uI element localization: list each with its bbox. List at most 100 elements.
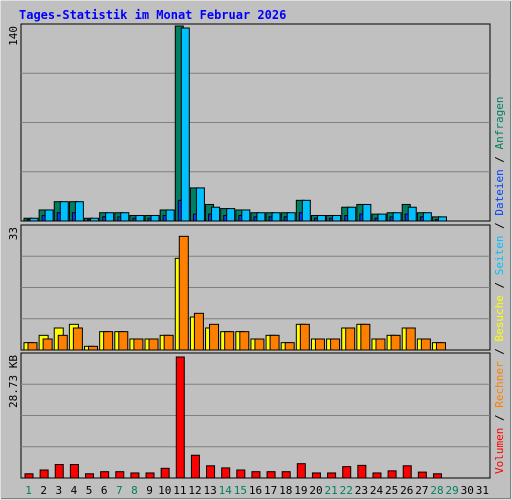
- bar-volumen-day-25: Volumen 25: 1.7: [387, 470, 397, 479]
- x-tick-day-23: 23: [355, 484, 368, 497]
- bar-seiten-day-20: Seiten 20: 4: [316, 214, 326, 222]
- bar-seiten-day-17: Seiten 17: 6: [271, 212, 281, 222]
- legend-separator: /: [493, 275, 506, 295]
- x-tick-day-12: 12: [188, 484, 201, 497]
- legend-item-seiten: Seiten: [493, 236, 506, 276]
- y-axis-max-label: 28.73 KB: [7, 355, 20, 408]
- bar-volumen-day-5: Volumen 5: 1: [85, 473, 95, 479]
- bar-seiten-day-18: Seiten 18: 6: [286, 212, 296, 222]
- bar-volumen-day-10: Volumen 10: 2.3: [160, 467, 170, 479]
- y-axis-max-label: 140: [7, 26, 20, 46]
- bar-volumen-day-11: Volumen 11: 28.73: [175, 356, 185, 479]
- x-tick-day-8: 8: [131, 484, 138, 497]
- bar-seiten-day-1: Seiten 1: 2: [29, 217, 39, 222]
- bar-volumen-day-20: Volumen 20: 1.2: [311, 472, 321, 479]
- bar-rechner-day-10: Rechner 10: 4: [163, 334, 174, 351]
- bar-rechner-day-25: Rechner 25: 4: [390, 334, 401, 351]
- bar-volumen-day-4: Volumen 4: 3.2: [69, 464, 79, 479]
- bar-seiten-day-26: Seiten 26: 10: [407, 206, 417, 222]
- bar-seiten-day-28: Seiten 28: 3: [437, 216, 447, 222]
- legend-item-anfragen: Anfragen: [493, 96, 506, 149]
- panel-3: 28.73 KB Volumen 1: 1 Volumen 2: 1.9 Volume…: [7, 352, 491, 479]
- bar-rechner-day-6: Rechner 6: 5: [103, 331, 114, 351]
- bar-volumen-day-22: Volumen 22: 2.7: [342, 466, 352, 479]
- bar-volumen-day-27: Volumen 27: 1.4: [417, 471, 427, 479]
- x-tick-day-17: 17: [264, 484, 277, 497]
- x-tick-day-19: 19: [294, 484, 307, 497]
- bar-rechner-day-17: Rechner 17: 4: [269, 334, 280, 351]
- x-tick-day-5: 5: [86, 484, 93, 497]
- bar-volumen-day-9: Volumen 9: 1.2: [145, 472, 155, 479]
- bar-seiten-day-9: Seiten 9: 4: [150, 214, 160, 222]
- bar-volumen-day-18: Volumen 18: 1.5: [281, 471, 291, 479]
- bar-volumen-day-13: Volumen 13: 2.9: [206, 465, 216, 479]
- x-tick-day-16: 16: [249, 484, 262, 497]
- x-tick-day-28: 28: [430, 484, 443, 497]
- legend-separator: /: [493, 149, 506, 169]
- bar-rechner-day-20: Rechner 20: 3: [314, 338, 325, 351]
- x-tick-day-2: 2: [40, 484, 47, 497]
- x-tick-day-22: 22: [340, 484, 353, 497]
- legend-separator: /: [493, 408, 506, 428]
- x-tick-day-21: 21: [325, 484, 338, 497]
- x-tick-day-18: 18: [279, 484, 292, 497]
- bar-rechner-day-11: Rechner 11: 31: [178, 235, 189, 351]
- bar-rechner-day-22: Rechner 22: 6: [345, 327, 356, 351]
- bar-seiten-day-12: Seiten 12: 24: [195, 187, 205, 222]
- bar-rechner-day-14: Rechner 14: 5: [224, 331, 235, 351]
- bar-rechner-day-24: Rechner 24: 3: [375, 338, 386, 351]
- x-tick-day-15: 15: [234, 484, 247, 497]
- legend-item-rechner: Rechner: [493, 361, 506, 408]
- bar-rechner-day-8: Rechner 8: 3: [133, 338, 144, 351]
- bar-rechner-day-27: Rechner 27: 3: [420, 338, 431, 351]
- bar-seiten-day-25: Seiten 25: 6: [392, 212, 402, 222]
- panel-2: 33Besuche 1: 2Rechner 1: 2Besuche 2: 4Re…: [7, 224, 491, 351]
- bar-volumen-day-26: Volumen 26: 2.9: [402, 465, 412, 479]
- bar-rechner-day-3: Rechner 3: 4: [57, 334, 68, 351]
- bar-seiten-day-21: Seiten 21: 4: [332, 214, 342, 222]
- bar-volumen-day-14: Volumen 14: 2.4: [221, 467, 231, 479]
- x-tick-day-9: 9: [146, 484, 153, 497]
- legend-separator: /: [493, 342, 506, 362]
- bar-volumen-day-15: Volumen 15: 1.9: [236, 469, 246, 479]
- x-tick-day-4: 4: [71, 484, 78, 497]
- x-tick-day-11: 11: [173, 484, 186, 497]
- legend-item-volumen: Volumen: [493, 428, 506, 474]
- x-tick-day-3: 3: [56, 484, 63, 497]
- bar-rechner-day-13: Rechner 13: 7: [209, 323, 220, 351]
- bar-rechner-day-12: Rechner 12: 10: [193, 312, 204, 351]
- bar-seiten-day-3: Seiten 3: 14: [59, 201, 69, 222]
- bar-volumen-day-16: Volumen 16: 1.5: [251, 471, 261, 479]
- bar-rechner-day-18: Rechner 18: 2: [284, 342, 295, 351]
- bar-volumen-day-2: Volumen 2: 1.9: [39, 469, 49, 479]
- bar-seiten-day-10: Seiten 10: 8: [165, 209, 175, 222]
- bar-rechner-day-2: Rechner 2: 3: [42, 338, 53, 351]
- bar-seiten-day-6: Seiten 6: 6: [105, 212, 115, 222]
- x-tick-day-29: 29: [446, 484, 459, 497]
- y-axis-max-label: 33: [7, 227, 20, 240]
- x-tick-day-14: 14: [219, 484, 233, 497]
- bar-rechner-day-15: Rechner 15: 5: [239, 331, 250, 351]
- bar-seiten-day-22: Seiten 22: 10: [347, 206, 357, 222]
- bar-rechner-day-7: Rechner 7: 5: [118, 331, 129, 351]
- x-tick-day-24: 24: [370, 484, 384, 497]
- bar-seiten-day-14: Seiten 14: 9: [226, 208, 236, 222]
- bar-seiten-day-5: Seiten 5: 2: [90, 217, 100, 222]
- bar-seiten-day-16: Seiten 16: 6: [256, 212, 266, 222]
- bar-volumen-day-8: Volumen 8: 1.2: [130, 472, 140, 479]
- x-tick-day-26: 26: [400, 484, 413, 497]
- bar-seiten-day-19: Seiten 19: 15: [301, 199, 311, 222]
- bar-seiten-day-2: Seiten 2: 8: [44, 209, 54, 222]
- chart-panels: 140Anfragen 1: 2Dateien 1: 1Seiten 1: 2A…: [7, 23, 491, 479]
- bar-volumen-day-3: Volumen 3: 3.2: [54, 464, 64, 479]
- x-tick-day-31: 31: [476, 484, 489, 497]
- bar-seiten-day-24: Seiten 24: 5: [377, 213, 387, 222]
- bar-rechner-day-26: Rechner 26: 6: [405, 327, 416, 351]
- bar-seiten-day-13: Seiten 13: 10: [211, 206, 221, 222]
- legend-item-besuche: Besuche: [493, 295, 506, 341]
- bar-volumen-day-23: Volumen 23: 3: [357, 464, 367, 479]
- bar-rechner-day-5: Rechner 5: 1: [88, 345, 99, 351]
- legend-item-dateien: Dateien: [493, 169, 506, 215]
